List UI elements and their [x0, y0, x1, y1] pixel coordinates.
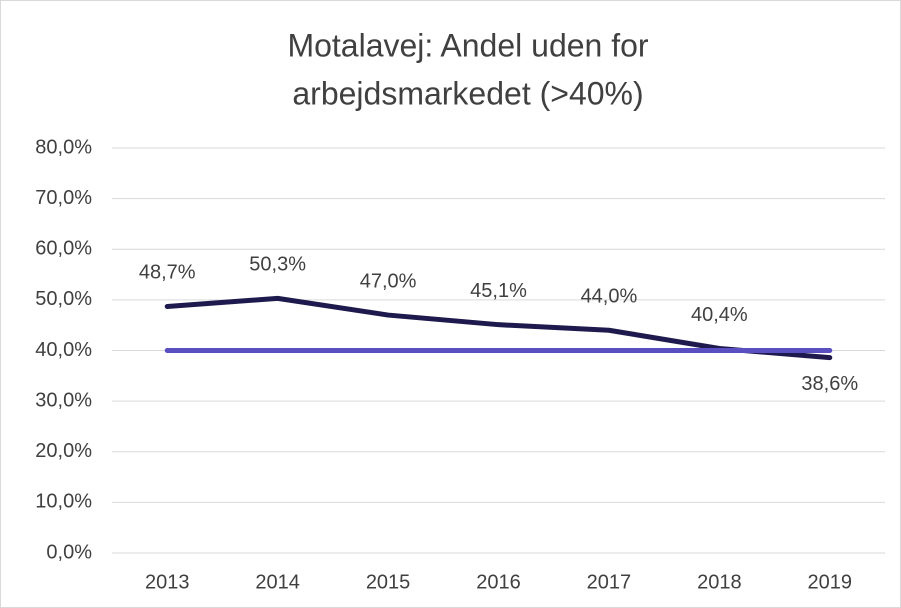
x-tick-label: 2017 — [587, 571, 632, 593]
data-label: 45,1% — [470, 280, 527, 302]
y-tick-label: 50,0% — [35, 288, 92, 310]
data-label: 44,0% — [581, 286, 638, 308]
x-tick-label: 2019 — [808, 571, 853, 593]
data-label: 47,0% — [360, 270, 417, 292]
y-tick-label: 70,0% — [35, 187, 92, 209]
y-tick-label: 0,0% — [46, 541, 92, 563]
y-tick-label: 80,0% — [35, 136, 92, 158]
data-label: 40,4% — [691, 304, 748, 326]
x-tick-label: 2014 — [255, 571, 300, 593]
y-tick-label: 60,0% — [35, 238, 92, 260]
chart-title: Motalavej: Andel uden for — [287, 27, 648, 63]
data-label: 38,6% — [801, 373, 858, 395]
x-tick-label: 2016 — [476, 571, 521, 593]
data-label: 48,7% — [139, 262, 196, 284]
y-tick-label: 40,0% — [35, 339, 92, 361]
chart-title: arbejdsmarkedet (>40%) — [292, 75, 643, 111]
y-tick-label: 10,0% — [35, 491, 92, 513]
x-tick-label: 2018 — [697, 571, 742, 593]
x-tick-label: 2013 — [145, 571, 190, 593]
data-label: 50,3% — [249, 254, 306, 276]
y-tick-label: 20,0% — [35, 440, 92, 462]
x-tick-label: 2015 — [366, 571, 411, 593]
y-tick-label: 30,0% — [35, 389, 92, 411]
